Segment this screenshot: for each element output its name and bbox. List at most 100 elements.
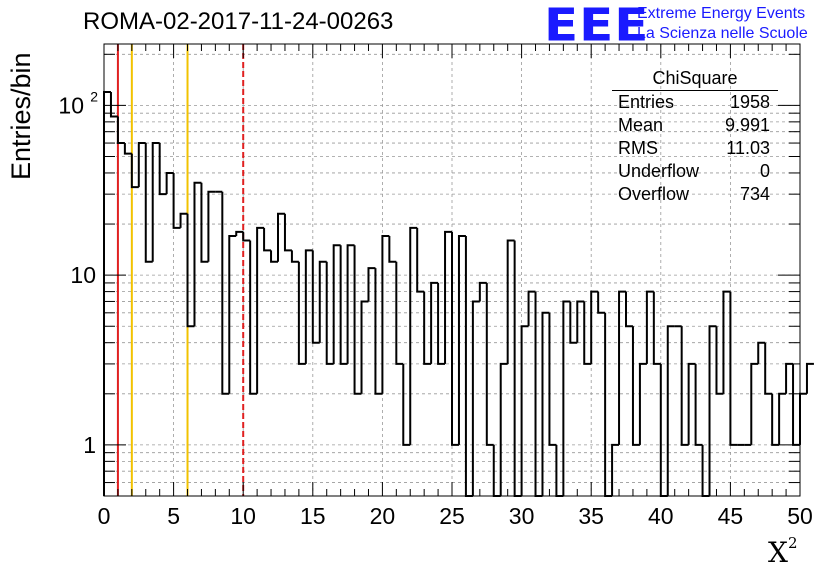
x-axis-label-base: X bbox=[768, 536, 788, 569]
histogram-bin bbox=[799, 392, 807, 445]
logo-caption-line2: La Scienza nelle Scuole bbox=[637, 25, 808, 42]
histogram-bin bbox=[750, 362, 759, 445]
x-axis-label-sup: 2 bbox=[787, 533, 798, 552]
histogram-bin bbox=[388, 236, 397, 263]
histogram-bin bbox=[604, 312, 613, 497]
y-tick-label: 1 bbox=[83, 432, 96, 458]
stats-label: Entries bbox=[618, 92, 675, 112]
logo-caption-line1: Extreme Energy Events bbox=[637, 5, 806, 22]
histogram-bin bbox=[527, 290, 536, 327]
histogram-bin bbox=[395, 261, 404, 365]
logo-caption: Extreme Energy Events La Scienza nelle S… bbox=[637, 4, 808, 44]
histogram-bin bbox=[374, 268, 383, 395]
histogram-bin bbox=[144, 143, 153, 263]
x-tick-labels: 0 5 10 15 20 25 30 35 40 45 50 bbox=[98, 503, 813, 529]
histogram-bin bbox=[520, 325, 529, 496]
x-axis-label: X2 bbox=[768, 533, 798, 569]
histogram-bin bbox=[346, 244, 355, 364]
histogram-bin bbox=[228, 235, 237, 394]
histogram-bin bbox=[687, 362, 696, 445]
stats-row-overflow: Overflow 734 bbox=[612, 183, 778, 206]
histogram-bin bbox=[708, 325, 717, 496]
y-axis-label: Entries/bin bbox=[6, 52, 36, 180]
histogram-bin bbox=[471, 300, 480, 496]
histogram-bin bbox=[179, 212, 188, 228]
histogram-bin bbox=[339, 245, 348, 365]
histogram-bin bbox=[666, 325, 675, 496]
histogram-bin bbox=[805, 362, 814, 394]
histogram-bin bbox=[360, 300, 369, 394]
stats-label: Mean bbox=[618, 115, 664, 135]
histogram-bin bbox=[151, 142, 160, 262]
x-tick-label: 30 bbox=[509, 503, 535, 529]
histogram-bin bbox=[235, 230, 244, 237]
histogram-bin bbox=[172, 172, 181, 229]
chart-title: ROMA-02-2017-11-24-00263 bbox=[83, 8, 394, 35]
histogram-bin bbox=[757, 341, 766, 364]
histogram-bin bbox=[430, 281, 439, 364]
histogram-bin bbox=[242, 231, 251, 242]
eee-logo: EEE bbox=[544, 0, 650, 52]
histogram-bin bbox=[764, 342, 773, 395]
histogram-bin bbox=[123, 143, 132, 155]
histogram-bin bbox=[263, 227, 272, 252]
histogram-bin bbox=[297, 261, 306, 365]
axes bbox=[103, 43, 801, 497]
histogram-bin bbox=[277, 212, 285, 262]
histogram-bin bbox=[207, 190, 216, 262]
histogram-bin bbox=[116, 116, 125, 145]
histogram-bin bbox=[499, 362, 508, 496]
histogram-bin bbox=[158, 143, 167, 196]
x-tick-label: 40 bbox=[648, 503, 674, 529]
histogram-bin bbox=[680, 326, 689, 446]
histogram-bin bbox=[638, 362, 647, 445]
histogram-bin bbox=[576, 300, 585, 343]
histogram-bin bbox=[437, 282, 446, 365]
histogram-bin bbox=[778, 392, 787, 445]
histogram-bin bbox=[562, 300, 571, 496]
y-tick-label: 10 bbox=[70, 262, 96, 288]
histogram-bin bbox=[541, 311, 550, 496]
y-tick-label: 10 bbox=[58, 92, 84, 118]
histogram-bin bbox=[423, 291, 432, 365]
stats-label: RMS bbox=[618, 138, 658, 158]
x-tick-label: 25 bbox=[439, 503, 465, 529]
histogram-bin bbox=[325, 261, 334, 365]
histogram-bin bbox=[597, 291, 606, 314]
histogram-bin bbox=[193, 181, 202, 327]
histogram-bin bbox=[451, 231, 459, 446]
histogram-bin bbox=[256, 226, 265, 394]
histogram-bin bbox=[409, 226, 418, 445]
histogram-bin bbox=[694, 363, 703, 446]
histogram-bin bbox=[611, 443, 620, 496]
stats-row-entries: Entries 1958 bbox=[612, 91, 778, 114]
histogram-bin bbox=[625, 291, 633, 328]
stats-value: 11.03 bbox=[726, 138, 770, 158]
x-tick-label: 5 bbox=[167, 503, 180, 529]
y-tick-label-exponent: 2 bbox=[90, 88, 98, 104]
histogram-bin bbox=[304, 249, 313, 364]
histogram-bin bbox=[249, 240, 258, 395]
x-tick-label: 50 bbox=[787, 503, 813, 529]
histogram-bin bbox=[618, 290, 626, 445]
stats-box: ChiSquare Entries 1958 Mean 9.991 RMS 11.03… bbox=[612, 66, 778, 206]
histogram-bin bbox=[109, 91, 118, 118]
histogram-bin bbox=[283, 213, 292, 252]
histogram-bin bbox=[729, 291, 738, 446]
histogram-bin bbox=[311, 250, 320, 344]
y-tick-labels: 1 10 10 2 bbox=[58, 88, 98, 457]
histogram-bin bbox=[631, 326, 640, 446]
histogram-bin bbox=[513, 240, 522, 497]
histogram-bin bbox=[457, 235, 466, 445]
histogram-bin bbox=[444, 230, 452, 364]
histogram-bin bbox=[402, 363, 411, 446]
histogram-bin bbox=[367, 267, 376, 302]
histogram-bin bbox=[103, 90, 111, 496]
histogram-bin bbox=[270, 250, 278, 263]
histogram-bin bbox=[785, 362, 794, 394]
reference-lines bbox=[116, 44, 245, 496]
histogram-bin bbox=[165, 171, 174, 195]
histogram-bin bbox=[715, 326, 724, 395]
histogram-bin bbox=[792, 363, 800, 446]
